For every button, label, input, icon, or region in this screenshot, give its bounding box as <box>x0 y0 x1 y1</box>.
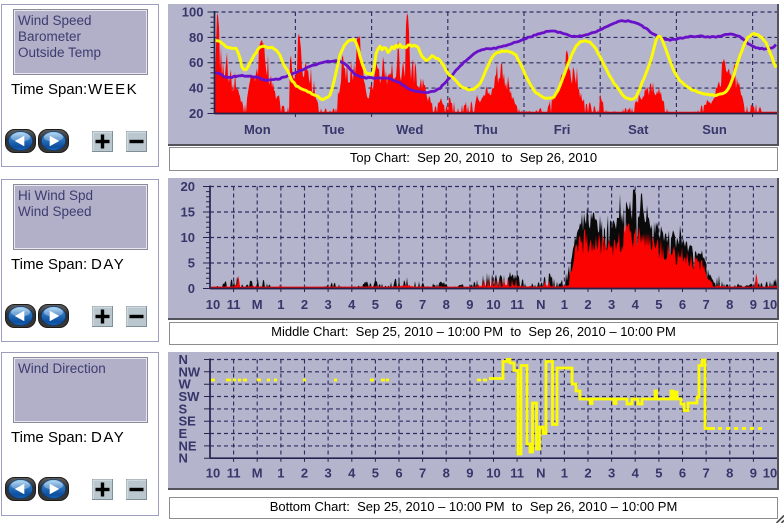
svg-text:4: 4 <box>348 297 356 312</box>
svg-text:9: 9 <box>750 466 757 481</box>
svg-text:5: 5 <box>655 466 662 481</box>
svg-text:Thu: Thu <box>474 122 498 137</box>
svg-text:N: N <box>179 352 188 367</box>
svg-text:Wed: Wed <box>396 122 423 137</box>
svg-text:10: 10 <box>486 297 500 312</box>
svg-text:40: 40 <box>189 81 203 96</box>
svg-text:5: 5 <box>372 297 379 312</box>
svg-text:10: 10 <box>206 297 220 312</box>
svg-text:7: 7 <box>702 297 709 312</box>
svg-text:6: 6 <box>679 297 686 312</box>
svg-text:4: 4 <box>632 466 640 481</box>
svg-text:3: 3 <box>608 466 615 481</box>
svg-text:8: 8 <box>443 297 450 312</box>
svg-text:20: 20 <box>189 106 203 121</box>
svg-text:3: 3 <box>324 297 331 312</box>
svg-text:3: 3 <box>324 466 331 481</box>
svg-text:E: E <box>179 426 188 441</box>
svg-text:6: 6 <box>679 466 686 481</box>
svg-text:1: 1 <box>561 466 568 481</box>
svg-text:7: 7 <box>419 466 426 481</box>
svg-text:10: 10 <box>206 466 220 481</box>
svg-text:N: N <box>179 451 188 466</box>
svg-text:5: 5 <box>655 297 662 312</box>
svg-text:0: 0 <box>188 281 195 296</box>
svg-text:Fri: Fri <box>554 122 571 137</box>
svg-text:11: 11 <box>510 297 524 312</box>
svg-text:SE: SE <box>179 414 197 429</box>
svg-text:1: 1 <box>277 466 284 481</box>
svg-text:Sun: Sun <box>702 122 727 137</box>
svg-text:SW: SW <box>179 389 201 404</box>
svg-text:100: 100 <box>182 5 204 20</box>
svg-text:10: 10 <box>763 466 777 481</box>
svg-text:9: 9 <box>466 466 473 481</box>
svg-text:W: W <box>179 377 192 392</box>
svg-text:NW: NW <box>179 364 201 379</box>
svg-text:8: 8 <box>443 466 450 481</box>
svg-text:M: M <box>252 466 263 481</box>
svg-text:Mon: Mon <box>244 122 271 137</box>
svg-text:9: 9 <box>750 297 757 312</box>
svg-text:80: 80 <box>189 30 203 45</box>
svg-text:NE: NE <box>179 438 197 453</box>
svg-text:Tue: Tue <box>322 122 344 137</box>
svg-text:9: 9 <box>466 297 473 312</box>
svg-text:3: 3 <box>608 297 615 312</box>
svg-text:N: N <box>536 466 545 481</box>
svg-text:10: 10 <box>181 230 195 245</box>
svg-text:5: 5 <box>372 466 379 481</box>
svg-text:N: N <box>536 297 545 312</box>
svg-text:4: 4 <box>348 466 356 481</box>
svg-text:6: 6 <box>395 297 402 312</box>
svg-text:7: 7 <box>419 297 426 312</box>
svg-text:11: 11 <box>510 466 524 481</box>
svg-text:2: 2 <box>301 297 308 312</box>
svg-text:4: 4 <box>632 297 640 312</box>
svg-text:11: 11 <box>227 466 241 481</box>
svg-text:20: 20 <box>181 179 195 194</box>
svg-text:7: 7 <box>702 466 709 481</box>
svg-text:10: 10 <box>486 466 500 481</box>
svg-text:6: 6 <box>395 466 402 481</box>
svg-text:60: 60 <box>189 55 203 70</box>
svg-text:11: 11 <box>227 297 241 312</box>
svg-text:1: 1 <box>561 297 568 312</box>
svg-text:1: 1 <box>277 297 284 312</box>
svg-text:2: 2 <box>584 466 591 481</box>
svg-text:M: M <box>252 297 263 312</box>
svg-text:15: 15 <box>181 205 195 220</box>
svg-text:2: 2 <box>584 297 591 312</box>
svg-text:Sat: Sat <box>628 122 649 137</box>
svg-text:8: 8 <box>726 466 733 481</box>
svg-text:8: 8 <box>726 297 733 312</box>
svg-text:5: 5 <box>188 256 195 271</box>
svg-text:2: 2 <box>301 466 308 481</box>
svg-text:10: 10 <box>763 297 777 312</box>
svg-text:S: S <box>179 401 188 416</box>
